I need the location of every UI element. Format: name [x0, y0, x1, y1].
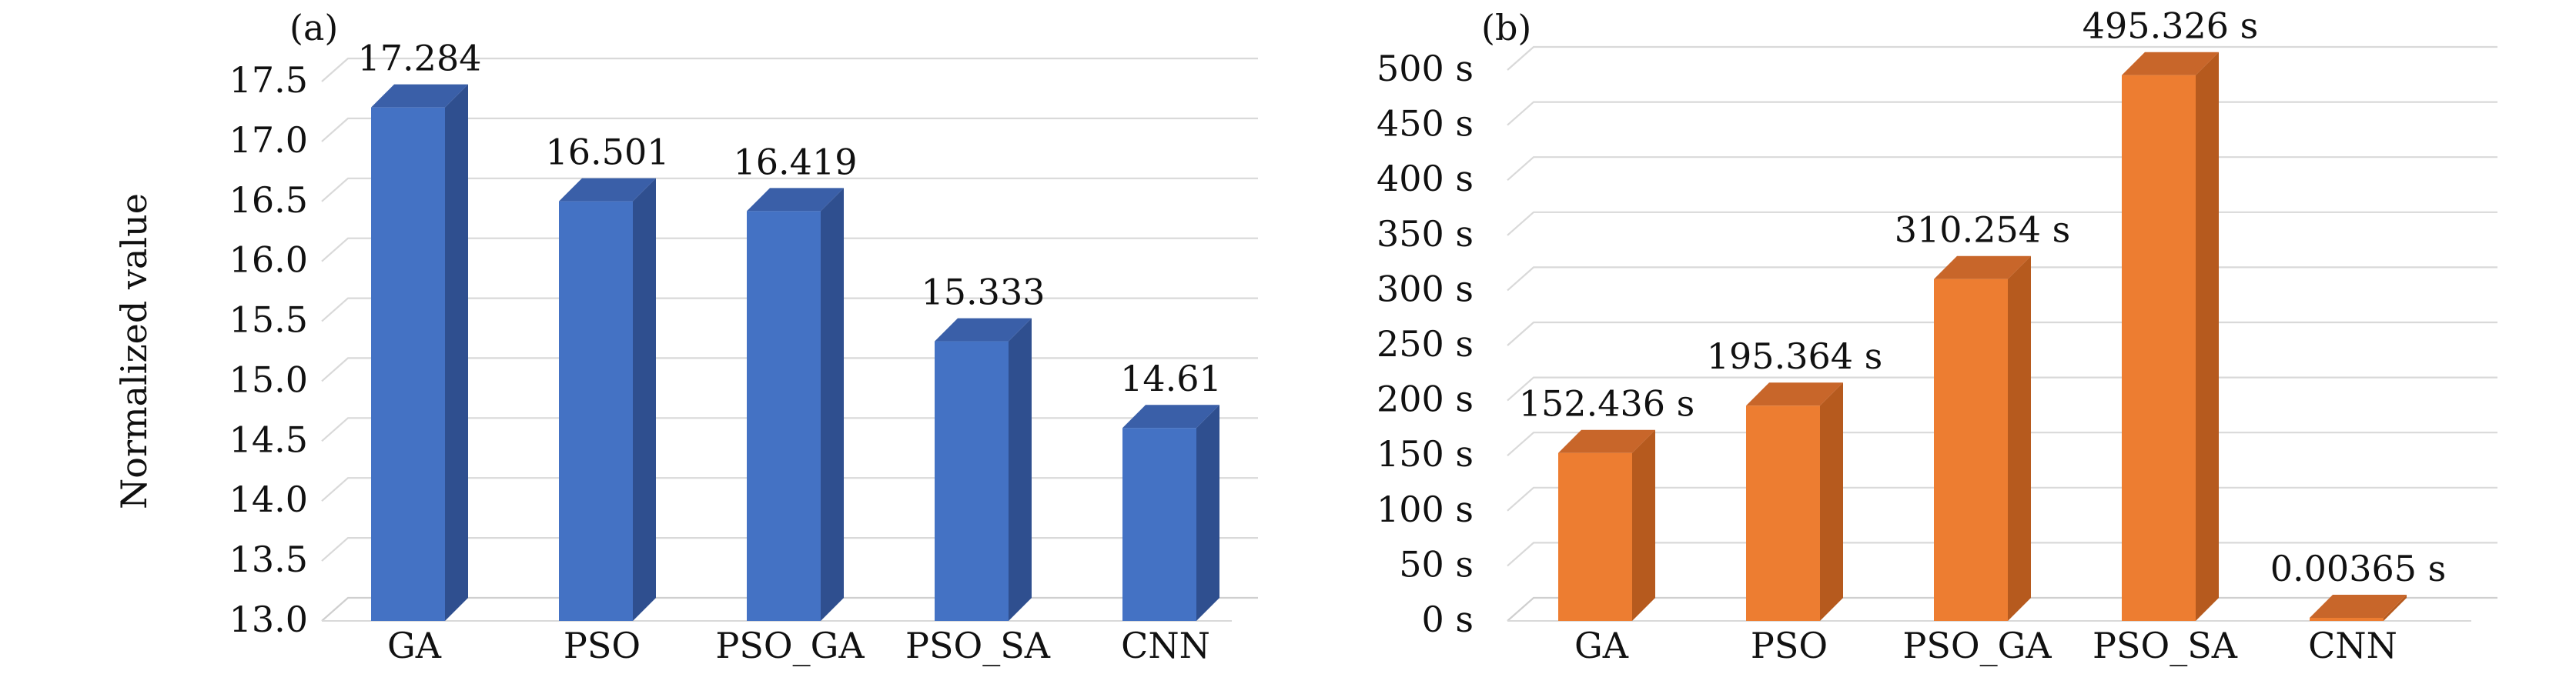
y-tick-label: 16.0: [229, 239, 308, 281]
gridline: [321, 177, 1258, 202]
y-tick-label: 14.5: [229, 419, 308, 460]
bar: [2310, 618, 2384, 621]
bar: [935, 341, 1009, 621]
gridline: [1507, 156, 2497, 182]
bar-side: [1632, 429, 1655, 621]
bar-top: [1558, 429, 1655, 453]
data-label: 152.436 s: [1519, 383, 1694, 425]
bar-top: [371, 84, 468, 108]
gridline: [321, 237, 1258, 262]
y-tick-label: 13.5: [229, 539, 308, 580]
y-tick-label: 15.0: [229, 359, 308, 400]
bar-side: [1196, 405, 1219, 621]
y-tick-label: 0 s: [1422, 599, 1474, 640]
x-tick-label: CNN: [1121, 625, 1210, 666]
panel-label: (b): [1481, 7, 1531, 48]
bar: [559, 201, 633, 621]
x-tick-label: PSO_GA: [1902, 625, 2052, 666]
gridline: [1507, 45, 2497, 71]
y-tick-label: 100 s: [1377, 489, 1474, 530]
bar-top: [935, 318, 1032, 342]
y-tick-label: 300 s: [1377, 268, 1474, 309]
gridline: [321, 297, 1258, 322]
bar-side: [2384, 595, 2407, 621]
data-label: 16.419: [734, 141, 858, 182]
bar-side: [633, 178, 656, 622]
y-tick-label: 17.5: [229, 59, 308, 101]
bar: [2122, 75, 2196, 621]
x-tick-label: PSO_SA: [905, 625, 1051, 666]
bar: [371, 107, 445, 621]
data-label: 16.501: [546, 132, 670, 173]
bar: [1122, 428, 1196, 621]
chart-panel-a: 13.0 13.5 14.0 14.5 15.0 15.5 16.0 16.5 17.0 17.5…: [113, 7, 1258, 666]
gridline: [321, 117, 1258, 142]
bar-top: [747, 188, 844, 212]
bar-top: [2122, 52, 2219, 75]
bar: [1558, 452, 1632, 621]
y-tick-label: 15.5: [229, 299, 308, 341]
bar-side: [2008, 255, 2031, 621]
bar-side: [2196, 52, 2219, 621]
gridline: [1507, 101, 2497, 126]
bar: [1934, 279, 2008, 621]
data-label: 495.326 s: [2083, 5, 2258, 47]
y-tick-label: 16.5: [229, 179, 308, 221]
x-tick-label: PSO_SA: [2093, 625, 2238, 666]
data-label: 15.333: [922, 272, 1045, 313]
x-tick-label: PSO: [1751, 625, 1828, 666]
bar-top: [1746, 382, 1843, 406]
y-tick-label: 400 s: [1377, 158, 1474, 199]
x-tick-label: CNN: [2308, 625, 2397, 666]
data-label: 310.254 s: [1895, 209, 2070, 251]
y-tick-label: 450 s: [1377, 103, 1474, 145]
data-label: 17.284: [358, 38, 482, 79]
y-tick-label: 500 s: [1377, 48, 1474, 89]
data-label: 0.00365 s: [2270, 548, 2446, 589]
bar-top: [1122, 405, 1219, 429]
bar-top: [1934, 255, 2031, 279]
y-axis-label: Normalized value: [113, 193, 155, 509]
y-tick-label: 14.0: [229, 479, 308, 520]
bar-side: [1820, 382, 1843, 621]
data-label: 14.61: [1120, 358, 1222, 399]
y-tick-label: 250 s: [1377, 323, 1474, 365]
y-tick-label: 50 s: [1399, 543, 1474, 585]
y-tick-label: 13.0: [229, 599, 308, 640]
x-tick-label: GA: [1574, 625, 1629, 666]
x-tick-label: PSO: [564, 625, 641, 666]
chart-panel-b: 0 s 50 s 100 s 150 s 200 s 250 s 300 s 350 s 400…: [1377, 5, 2497, 666]
x-tick-label: GA: [387, 625, 442, 666]
y-tick-label: 350 s: [1377, 213, 1474, 255]
bar-top: [559, 178, 656, 202]
y-tick-label: 200 s: [1377, 379, 1474, 420]
bar-side: [1009, 318, 1032, 621]
panel-label: (a): [289, 7, 338, 48]
gridline: [321, 57, 1258, 82]
bar-top: [2310, 595, 2407, 618]
bar-side: [821, 188, 844, 621]
y-tick-label: 150 s: [1377, 433, 1474, 475]
bar: [747, 211, 821, 622]
bar-side: [445, 84, 468, 622]
data-label: 195.364 s: [1707, 335, 1882, 377]
bar: [1746, 405, 1820, 621]
y-tick-label: 17.0: [229, 119, 308, 161]
x-tick-label: PSO_GA: [715, 625, 865, 666]
